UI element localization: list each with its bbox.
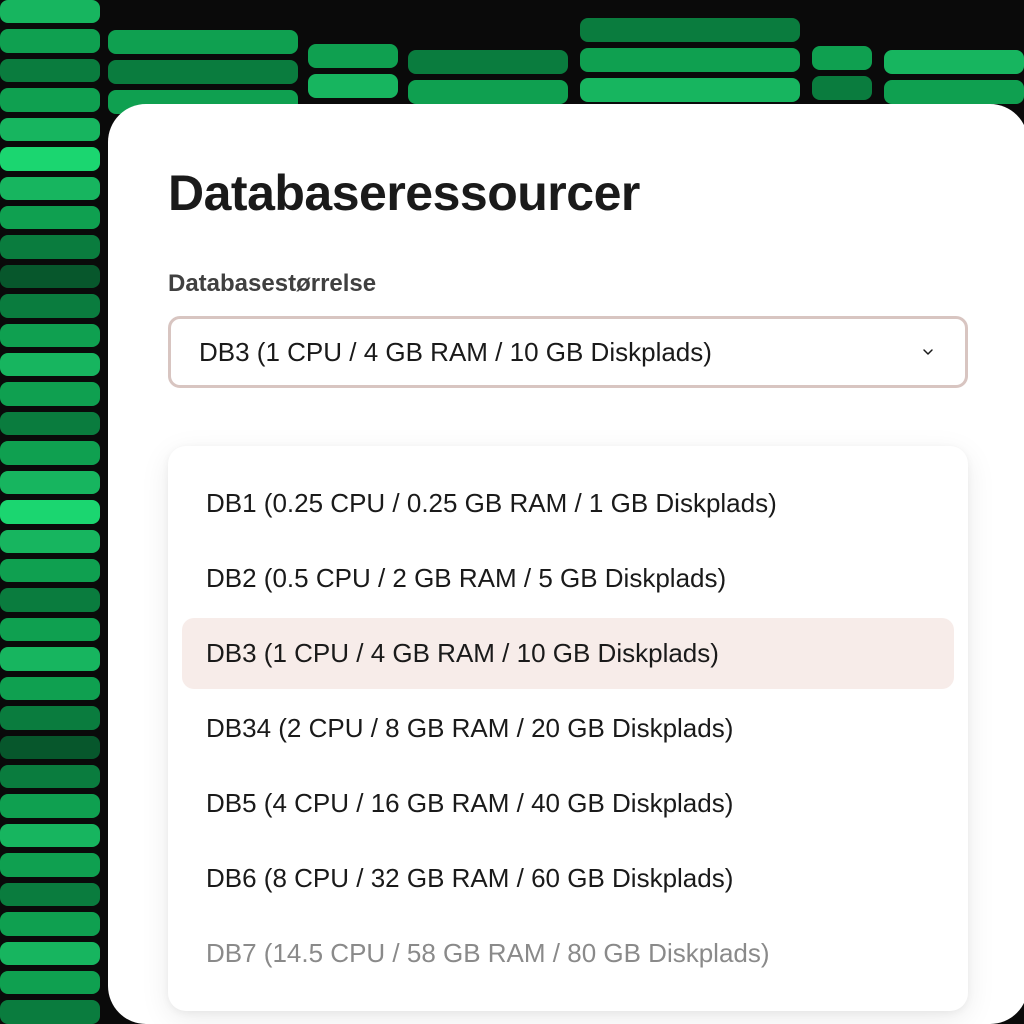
- db-size-option[interactable]: DB6 (8 CPU / 32 GB RAM / 60 GB Diskplads…: [182, 843, 954, 914]
- db-size-option[interactable]: DB5 (4 CPU / 16 GB RAM / 40 GB Diskplads…: [182, 768, 954, 839]
- db-size-option[interactable]: DB34 (2 CPU / 8 GB RAM / 20 GB Diskplads…: [182, 693, 954, 764]
- select-value: DB3 (1 CPU / 4 GB RAM / 10 GB Diskplads): [199, 337, 712, 368]
- db-size-option[interactable]: DB2 (0.5 CPU / 2 GB RAM / 5 GB Diskplads…: [182, 543, 954, 614]
- field-label: Databasestørrelse: [168, 270, 968, 298]
- db-size-option[interactable]: DB7 (14.5 CPU / 58 GB RAM / 80 GB Diskpl…: [182, 918, 954, 989]
- db-size-select[interactable]: DB3 (1 CPU / 4 GB RAM / 10 GB Diskplads): [168, 316, 968, 388]
- card-title: Databaseressourcer: [168, 164, 968, 222]
- chevron-down-icon: [919, 343, 937, 361]
- resources-card: Databaseressourcer Databasestørrelse DB3…: [108, 104, 1024, 1024]
- db-size-option[interactable]: DB1 (0.25 CPU / 0.25 GB RAM / 1 GB Diskp…: [182, 468, 954, 539]
- db-size-option[interactable]: DB3 (1 CPU / 4 GB RAM / 10 GB Diskplads): [182, 618, 954, 689]
- db-size-options-panel: DB1 (0.25 CPU / 0.25 GB RAM / 1 GB Diskp…: [168, 446, 968, 1011]
